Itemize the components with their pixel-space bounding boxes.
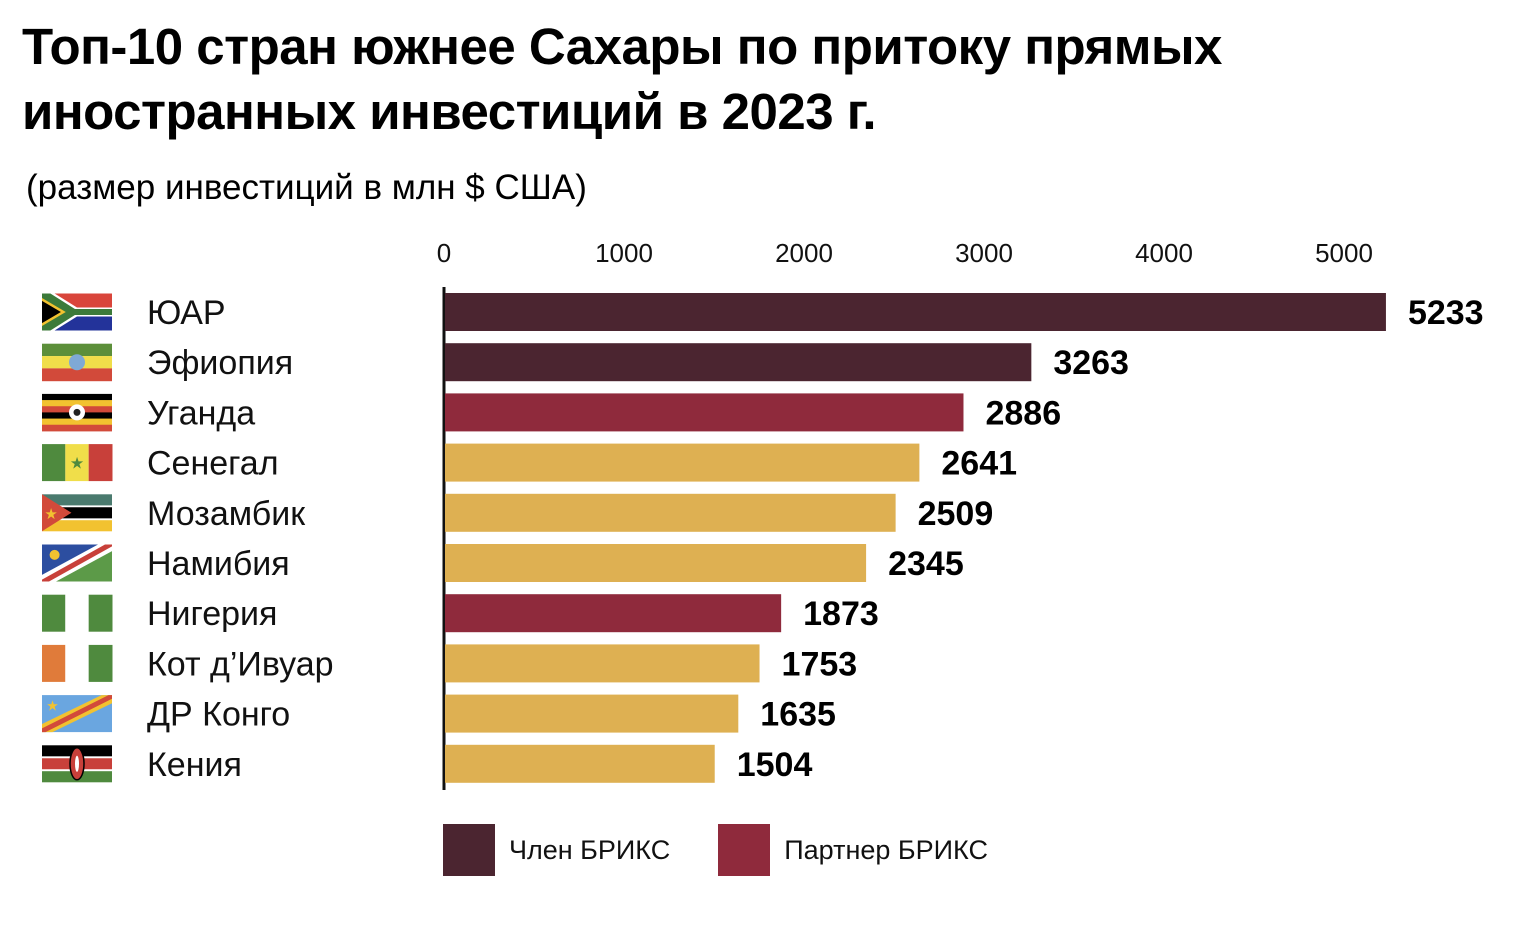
value-label: 2641 [941,445,1017,483]
flag-star: ★ [46,698,59,714]
value-label: 2886 [985,394,1061,432]
flag-part [42,494,112,506]
value-label: 2345 [888,545,964,583]
value-label: 2509 [918,495,994,533]
mozambique-flag-icon: ★ [42,494,112,532]
bar [445,343,1032,382]
kenya-flag-icon [42,745,112,783]
flag-emblem [69,354,85,371]
flag-shield-mark [75,755,79,772]
x-tick-label: 2000 [775,238,833,268]
category-label: Кот д’Ивуар [147,645,334,683]
flag-part [42,293,112,331]
flag-part [42,393,112,401]
flag-part [65,644,89,682]
flag-part [42,594,66,632]
flag-part [42,400,112,407]
x-tick-label: 1000 [595,238,653,268]
flag-part [42,544,112,582]
category-label: Уганда [147,394,255,432]
value-label: 1504 [737,746,813,784]
chart-title: Топ-10 стран южнее Сахары по притоку пря… [22,18,1222,140]
flag-part [42,494,72,532]
bar [445,644,760,683]
legend-item-partner: Партнер БРИКС [718,824,988,876]
south-africa-flag-icon [42,293,112,331]
value-label: 1873 [803,595,879,633]
ethiopia-flag-icon [42,343,112,382]
legend: Член БРИКС Партнер БРИКС [443,824,1036,876]
category-label: ЮАР [147,294,226,332]
category-label: Намибия [147,545,290,583]
dr-congo-flag-icon: ★ [42,695,112,733]
bar [445,443,920,482]
legend-swatch-member [443,824,495,876]
flag-part [42,424,112,432]
flag-part [88,594,113,632]
bar [445,493,896,532]
category-label: Нигерия [147,595,277,633]
flag-part [42,418,112,426]
flag-part [65,594,89,632]
chart-subtitle: (размер инвестиций в млн $ США) [26,168,587,207]
bar [445,544,867,582]
flag-part [88,644,113,682]
category-label: Сенегал [147,445,279,483]
value-label: 5233 [1408,294,1484,332]
value-label: 1753 [782,645,858,683]
flag-emblem-bird [73,408,81,416]
category-label: ДР Конго [147,696,290,734]
nigeria-flag-icon [42,594,113,632]
x-tick-label: 3000 [955,238,1013,268]
category-label: Мозамбик [147,495,306,533]
x-tick-label: 4000 [1135,238,1193,268]
category-label: Эфиопия [147,344,293,382]
legend-item-member: Член БРИКС [443,824,670,876]
flag-part [42,644,66,682]
legend-label-member: Член БРИКС [509,834,671,865]
x-tick-label: 0 [437,238,451,268]
category-label: Кения [147,746,242,784]
bar [445,293,1386,331]
x-tick-label: 5000 [1315,238,1373,268]
namibia-flag-icon [42,544,112,582]
uganda-flag-icon [42,393,112,432]
flag-sun [49,549,60,560]
flag-part [42,507,112,519]
legend-label-partner: Партнер БРИКС [784,834,988,865]
flag-star: ★ [70,456,84,473]
senegal-flag-icon: ★ [42,444,113,482]
cote-divoire-flag-icon [42,644,113,682]
flag-part [88,444,113,482]
flag-part [42,368,112,382]
bar [445,694,739,733]
flag-star: ★ [44,506,57,523]
legend-swatch-partner [718,824,771,876]
value-label: 3263 [1053,344,1129,382]
bar [445,594,782,633]
flag-part [42,444,66,482]
value-label: 1635 [760,696,836,734]
flag-part [42,520,112,532]
flag-part [42,300,61,324]
flag-part [65,444,89,482]
flag-part [42,343,112,357]
bar [445,744,715,783]
bar [445,393,964,432]
flag-part [42,695,112,733]
